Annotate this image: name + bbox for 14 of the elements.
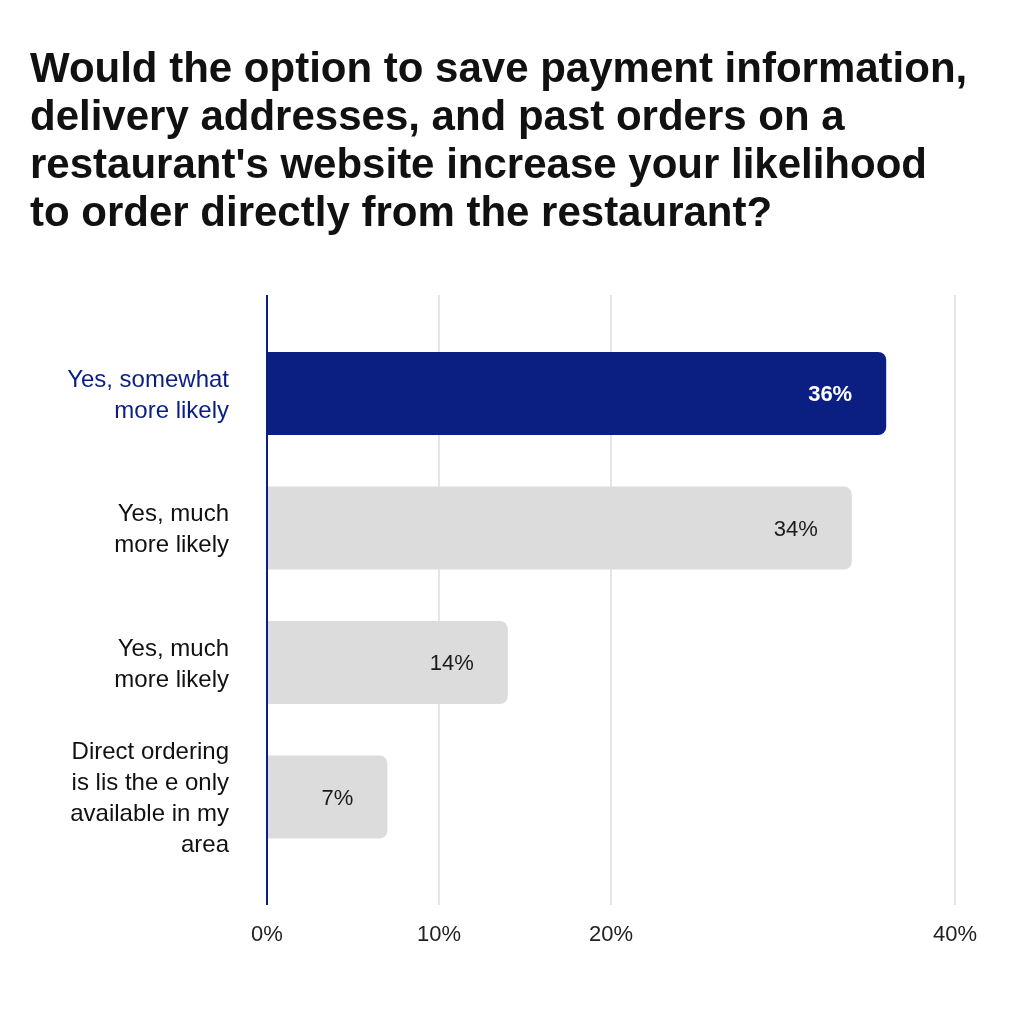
y-tick-label: Direct ordering is lis the e only available in my area [70,736,230,857]
bar [267,755,388,839]
x-tick-label: 10% [416,920,462,946]
y-tick-label: Yes, somewhat more likely [67,364,230,423]
x-tick-label: 20% [588,920,634,946]
data-label: 36% [808,381,853,406]
y-tick-label: Yes, much more likely [114,498,229,557]
chart-title: Would the option to save payment information, delivery addresses, and past orders on a restaurant's website increase your likelihood to order directly from the restaurant? [30,44,969,236]
data-label: 14% [429,650,474,675]
data-label: 34% [773,515,818,541]
x-tick-label: 40% [932,920,978,946]
data-label: 7% [321,784,354,810]
x-tick-label: 0% [251,920,283,946]
y-tick-label: Yes, much more likely [114,633,229,692]
